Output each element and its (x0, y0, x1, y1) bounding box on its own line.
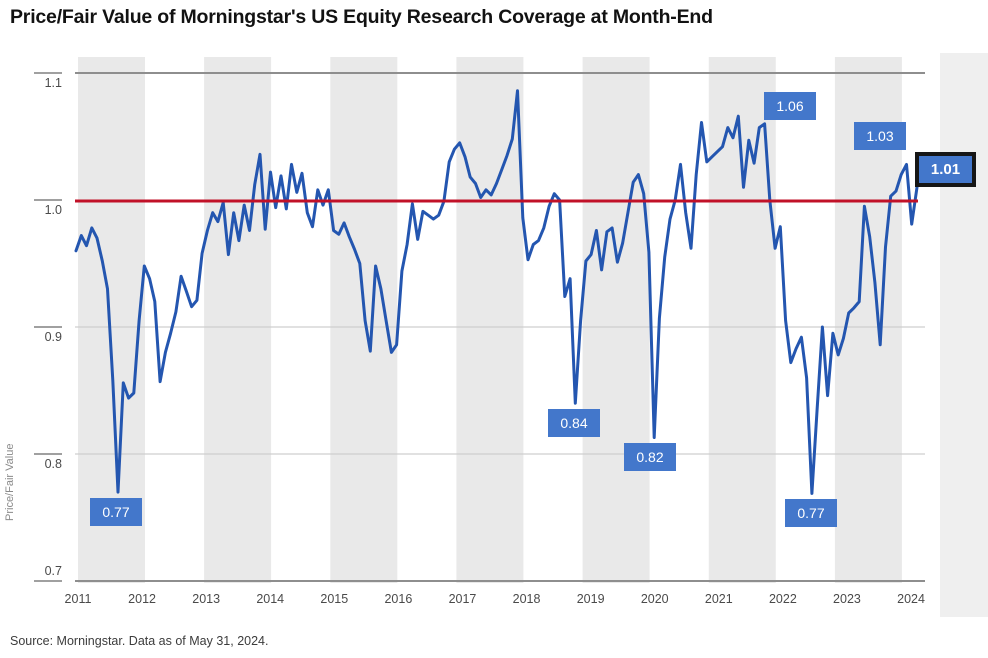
y-axis-label-0.9: 0.9 (44, 330, 62, 344)
callout-1.01-2024-05: 1.01 (915, 152, 976, 187)
callout-0.77-2022-09: 0.77 (785, 499, 837, 527)
y-axis-label-1.1: 1.1 (44, 76, 62, 90)
x-axis-label-2015: 2015 (320, 592, 349, 606)
callout-0.84-2018-12: 0.84 (548, 409, 600, 437)
x-axis-label-2014: 2014 (256, 592, 285, 606)
x-axis-label-2012: 2012 (128, 592, 156, 606)
y-axis-title: Price/Fair Value (4, 443, 16, 521)
y-axis-label-1.0: 1.0 (44, 203, 62, 217)
year-band-2011 (78, 57, 145, 583)
year-band-2013 (204, 57, 272, 583)
x-axis-label-2020: 2020 (640, 592, 669, 606)
x-axis-label-2024: 2024 (897, 592, 925, 606)
price-fair-value-line (74, 89, 919, 495)
x-axis-label-2023: 2023 (833, 592, 861, 606)
x-axis-label-2022: 2022 (768, 592, 797, 606)
right-edge-band (940, 53, 988, 617)
year-band-2017 (456, 57, 524, 583)
callout-0.82-2020-03: 0.82 (624, 443, 676, 471)
chart-title: Price/Fair Value of Morningstar's US Equ… (10, 6, 713, 28)
x-axis-label-2018: 2018 (512, 592, 541, 606)
source-note: Source: Morningstar. Data as of May 31, … (10, 634, 269, 648)
y-axis-label-0.7: 0.7 (44, 564, 62, 578)
year-band-2019 (582, 57, 650, 583)
x-axis-label-2016: 2016 (384, 592, 413, 606)
callout-1.03-2024-03: 1.03 (854, 122, 906, 150)
x-axis-label-2019: 2019 (576, 592, 605, 606)
x-axis-label-2011: 2011 (64, 592, 92, 606)
y-axis-label-0.8: 0.8 (44, 457, 62, 471)
x-axis-label-2013: 2013 (192, 592, 221, 606)
callout-1.06-2021-12: 1.06 (764, 92, 816, 120)
x-axis-label-2021: 2021 (704, 592, 733, 606)
x-axis-label-2017: 2017 (448, 592, 477, 606)
callout-0.77-2011-09: 0.77 (90, 498, 142, 526)
